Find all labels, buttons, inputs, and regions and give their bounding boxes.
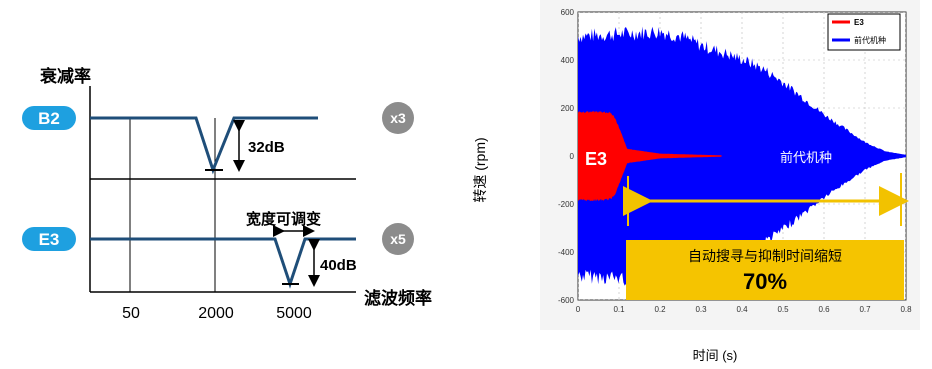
width-note-e3: 宽度可调变 [245,210,321,228]
multiplier-badge-b2 [382,102,414,134]
y-tick-label: -400 [558,248,575,257]
x-tick-label: 0.1 [613,305,625,314]
y-axis-label: 衰减率 [39,66,91,86]
reduction-text: 自动搜寻与抑制时间缩短 [688,248,842,264]
series-area-e3 [578,110,722,202]
prev-series-label: 前代机种 [780,150,832,165]
x-axis-label: 滤波频率 [364,288,432,308]
y-tick-label: 600 [561,8,575,17]
x-axis-label: 时间 (s) [693,348,738,363]
reduction-value: 70% [743,269,787,294]
depth-label-b2: 32dB [248,139,285,156]
y-tick-label: -600 [558,296,575,305]
x-tick-label: 0.7 [859,305,871,314]
y-tick-label: -200 [558,200,575,209]
series-area-prev [578,26,906,287]
badge-b2 [22,106,76,130]
multiplier-label-e3: x5 [390,231,406,247]
multiplier-label-b2: x3 [390,110,406,126]
x-tick-label: 0.2 [654,305,666,314]
x-tick-label: 0 [576,305,581,314]
x-tick-label: 0.3 [695,305,707,314]
row-b2: B2 32dB x3 [22,102,414,175]
x-tick-label: 0.5 [777,305,789,314]
badge-e3 [22,227,76,251]
speed-chart: 0 0.1 0.2 0.3 0.4 0.5 0.6 0.7 0.8 600 400 200 0 -200 -… [472,0,920,363]
y-tick-label: 400 [561,56,575,65]
x-tick-50: 50 [122,305,140,322]
multiplier-badge-e3 [382,223,414,255]
x-tick-label: 0.6 [818,305,830,314]
x-tick-label: 0.8 [900,305,912,314]
x-tick-5000: 5000 [276,305,312,322]
y-tick-label: 0 [570,152,575,161]
depth-label-e3: 40dB [320,257,357,274]
e3-series-label: E3 [585,149,607,169]
filter-diagram: 衰减率 滤波频率 B2 32dB x3 E3 宽度可调变 40dB x5 50 … [22,66,432,322]
legend-label-prev: 前代机种 [854,35,886,45]
legend-label-e3: E3 [854,18,864,27]
row-e3: E3 宽度可调变 40dB x5 [22,210,414,289]
reduction-box [626,240,904,300]
badge-e3-label: E3 [39,230,60,249]
legend: E3 前代机种 [827,13,901,51]
y-tick-label: 200 [561,104,575,113]
x-tick-2000: 2000 [198,305,234,322]
x-tick-label: 0.4 [736,305,748,314]
y-axis-label: 转速 (rpm) [472,137,488,202]
badge-b2-label: B2 [38,109,60,128]
